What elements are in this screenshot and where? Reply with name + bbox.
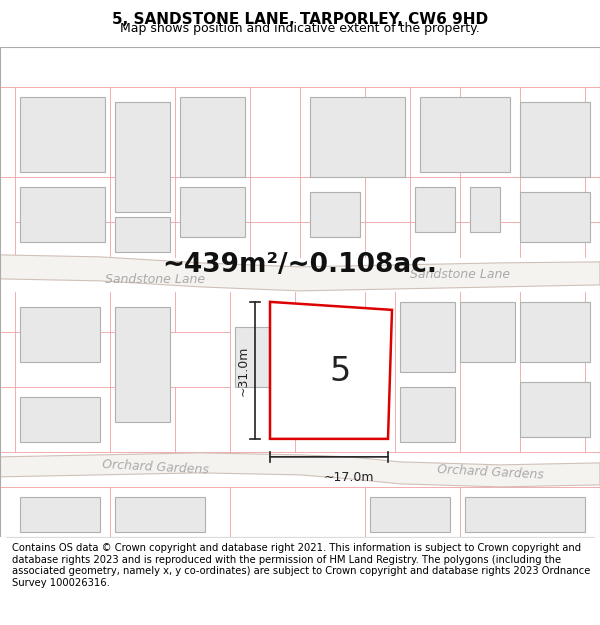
Text: Sandstone Lane: Sandstone Lane	[105, 273, 205, 286]
Bar	[420, 97, 510, 172]
Bar	[465, 497, 585, 532]
Bar	[415, 187, 455, 232]
Bar	[310, 97, 405, 177]
Text: 5, SANDSTONE LANE, TARPORLEY, CW6 9HD: 5, SANDSTONE LANE, TARPORLEY, CW6 9HD	[112, 12, 488, 27]
Text: ~17.0m: ~17.0m	[324, 471, 374, 484]
Bar	[310, 192, 360, 237]
Bar	[20, 497, 100, 532]
Bar	[470, 187, 500, 232]
Bar	[115, 307, 170, 422]
Bar	[180, 187, 245, 237]
Bar	[20, 397, 100, 442]
Text: Contains OS data © Crown copyright and database right 2021. This information is : Contains OS data © Crown copyright and d…	[12, 543, 590, 588]
Bar	[20, 187, 105, 242]
Bar	[520, 302, 590, 362]
Text: ~439m²/~0.108ac.: ~439m²/~0.108ac.	[163, 252, 437, 278]
Polygon shape	[0, 453, 600, 487]
Bar	[20, 307, 100, 362]
Bar	[520, 192, 590, 242]
Bar	[235, 327, 290, 387]
Polygon shape	[270, 302, 392, 439]
Bar	[20, 97, 105, 172]
Bar	[460, 302, 515, 362]
Bar	[115, 217, 170, 252]
Bar	[115, 497, 205, 532]
Bar	[400, 387, 455, 442]
Bar	[115, 102, 170, 212]
Text: Map shows position and indicative extent of the property.: Map shows position and indicative extent…	[120, 22, 480, 35]
Text: Orchard Gardens: Orchard Gardens	[436, 462, 544, 481]
Bar	[520, 382, 590, 437]
Text: ~31.0m: ~31.0m	[236, 345, 250, 396]
Bar	[370, 497, 450, 532]
Text: Orchard Gardens: Orchard Gardens	[101, 458, 209, 476]
Text: 5: 5	[329, 356, 350, 388]
Polygon shape	[0, 255, 600, 291]
Bar	[400, 302, 455, 372]
Bar	[520, 102, 590, 177]
Bar	[180, 97, 245, 177]
Text: Sandstone Lane: Sandstone Lane	[410, 268, 510, 281]
